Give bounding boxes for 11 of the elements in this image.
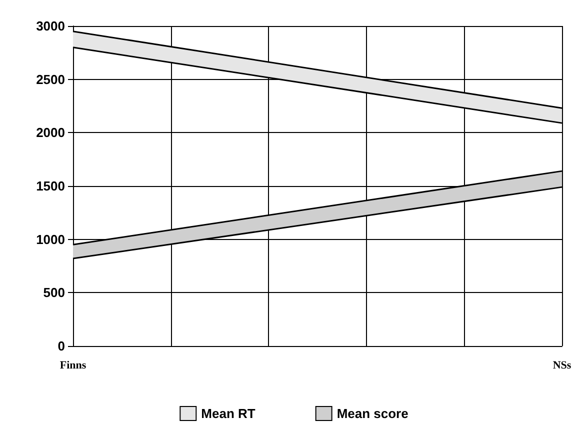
legend-label: Mean RT [201, 406, 256, 421]
legend-label: Mean score [336, 406, 408, 421]
x-tick-label: Finns [60, 360, 87, 372]
y-tick-label: 1500 [36, 178, 65, 194]
y-tick-label: 0 [58, 338, 65, 354]
y-tick-label: 500 [43, 285, 65, 300]
y-tick-label: 3000 [36, 18, 65, 34]
y-tick-label: 2500 [36, 72, 65, 87]
y-tick-label: 2000 [36, 125, 65, 140]
y-tick-label: 1000 [36, 232, 65, 247]
x-tick-label: NSs [552, 360, 572, 372]
